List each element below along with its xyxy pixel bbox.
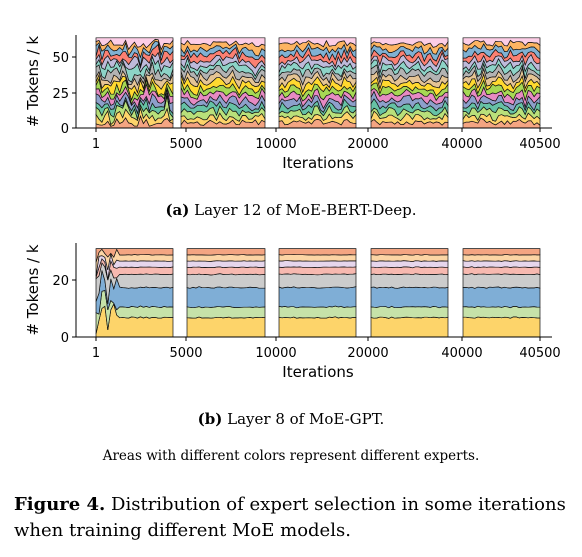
area-series-6 — [186, 260, 266, 268]
x-tick-label: 40500 — [519, 137, 560, 152]
x-tick-label: 40500 — [519, 346, 560, 361]
x-tick-label: 1 — [92, 137, 100, 152]
area-series-8 — [278, 248, 357, 256]
area-series-3 — [370, 286, 449, 309]
area-series-1 — [370, 316, 449, 338]
x-axis-label: Iterations — [282, 363, 354, 381]
area-series-2 — [186, 305, 266, 319]
area-series-3 — [186, 286, 266, 309]
area-series-7 — [370, 254, 449, 262]
x-tick-label: 40000 — [441, 137, 482, 152]
area-series-1 — [462, 316, 541, 338]
segment-3 — [278, 37, 357, 129]
x-tick-label: 1 — [92, 346, 100, 361]
y-axis-label: # Tokens / k — [24, 36, 42, 127]
area-series-6 — [278, 260, 357, 268]
x-tick-label: 20000 — [347, 346, 388, 361]
chart-panel-b: 0 20 1 5000 10000 20000 40000 40500 Iterations # … — [24, 243, 561, 381]
area-series-16 — [95, 37, 174, 51]
area-series-3 — [462, 286, 541, 309]
area-series-7 — [462, 254, 541, 262]
area-series-8 — [370, 248, 449, 256]
subcaption-b-label: (b) — [197, 410, 223, 428]
area-series-2 — [370, 305, 449, 319]
area-series-4 — [462, 273, 541, 289]
figure-note: Areas with different colors represent di… — [102, 448, 480, 464]
segment-3 — [278, 248, 357, 338]
area-series-1 — [278, 316, 357, 338]
area-series-4 — [186, 273, 266, 289]
x-tick-label: 5000 — [169, 137, 202, 152]
area-series-7 — [186, 254, 266, 262]
area-series-7 — [278, 254, 357, 262]
figure-caption-label: Figure 4. — [14, 494, 106, 515]
subcaption-a: (a) Layer 12 of MoE-BERT-Deep. — [0, 201, 582, 219]
x-tick-label: 20000 — [347, 137, 388, 152]
chart-panel-a: 0 25 50 1 5000 10000 20000 40000 40500 Iterations… — [24, 35, 561, 172]
area-series-16 — [180, 37, 266, 48]
area-series-4 — [370, 273, 449, 289]
area-series-5 — [186, 266, 266, 276]
y-tick-label: 0 — [61, 331, 69, 346]
x-tick-label: 40000 — [441, 346, 482, 361]
x-tick-label: 10000 — [255, 137, 296, 152]
area-series-3 — [278, 286, 357, 309]
area-series-2 — [462, 305, 541, 319]
segment-5 — [462, 37, 541, 129]
x-axis-label: Iterations — [282, 154, 354, 172]
figure-caption: Figure 4. Distribution of expert selecti… — [14, 492, 582, 544]
segment-2 — [186, 248, 266, 338]
figure-caption-text: Distribution of expert selection in some… — [14, 494, 566, 541]
segment-1 — [95, 248, 174, 338]
segment-4 — [370, 248, 449, 338]
area-series-8 — [462, 248, 541, 256]
area-series-16 — [278, 37, 357, 48]
subcaption-a-label: (a) — [165, 201, 190, 219]
segment-4 — [370, 37, 449, 129]
y-tick-label: 50 — [52, 51, 69, 66]
y-tick-label: 25 — [52, 87, 69, 102]
segment-1 — [95, 37, 174, 129]
segment-5 — [462, 248, 541, 338]
subcaption-a-text: Layer 12 of MoE-BERT-Deep. — [194, 201, 417, 219]
segment-2 — [180, 37, 266, 129]
area-series-8 — [95, 248, 174, 263]
area-series-2 — [278, 305, 357, 319]
area-series-8 — [186, 248, 266, 256]
area-series-4 — [278, 273, 357, 289]
subcaption-b: (b) Layer 8 of MoE-GPT. — [0, 410, 582, 428]
area-series-16 — [370, 37, 449, 48]
y-axis-label: # Tokens / k — [24, 244, 42, 335]
x-tick-label: 5000 — [169, 346, 202, 361]
area-series-16 — [462, 37, 541, 47]
y-tick-label: 20 — [52, 274, 69, 289]
x-tick-label: 10000 — [255, 346, 296, 361]
area-series-5 — [278, 266, 357, 276]
area-series-5 — [370, 266, 449, 276]
area-series-1 — [186, 316, 266, 338]
y-tick-label: 0 — [61, 122, 69, 137]
subcaption-b-text: Layer 8 of MoE-GPT. — [227, 410, 385, 428]
